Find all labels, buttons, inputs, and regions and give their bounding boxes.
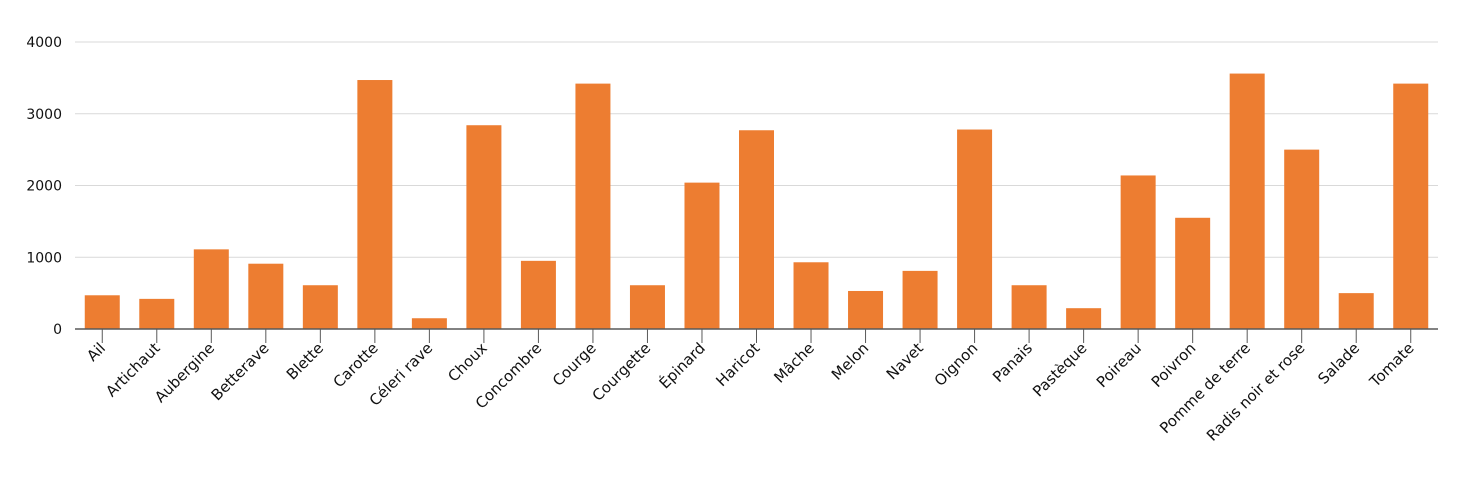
y-tick-label: 4000 bbox=[26, 35, 62, 51]
bar bbox=[684, 182, 720, 329]
bar bbox=[1011, 285, 1047, 329]
y-tick-label: 1000 bbox=[26, 250, 62, 266]
bar bbox=[739, 130, 774, 329]
bar bbox=[902, 270, 938, 329]
x-tick-label: Panais bbox=[989, 339, 1036, 386]
x-tick-label: Choux bbox=[444, 339, 490, 385]
bar bbox=[357, 80, 393, 329]
bar bbox=[848, 290, 884, 329]
x-tick-label: Haricot bbox=[712, 339, 763, 390]
bar bbox=[193, 249, 229, 329]
x-tick-label: Courge bbox=[549, 339, 600, 390]
x-tick-label: Poivron bbox=[1148, 339, 1200, 391]
y-tick-label: 2000 bbox=[26, 179, 62, 195]
bar bbox=[84, 295, 120, 329]
bar bbox=[1284, 149, 1320, 329]
bar bbox=[520, 260, 556, 329]
y-tick-label: 3000 bbox=[26, 107, 62, 123]
x-tick-label: Salade bbox=[1314, 339, 1363, 388]
bar bbox=[575, 83, 611, 330]
bar bbox=[1175, 217, 1211, 329]
bar bbox=[1338, 293, 1374, 329]
y-tick-label: 0 bbox=[53, 322, 62, 338]
x-tick-label: Aubergine bbox=[151, 339, 218, 406]
x-tick-label: Poireau bbox=[1093, 339, 1145, 391]
x-tick-label: Tomate bbox=[1365, 339, 1417, 391]
bars bbox=[84, 73, 1429, 330]
bar bbox=[957, 129, 993, 329]
x-tick-label: Radis noir et rose bbox=[1203, 339, 1309, 445]
bar bbox=[248, 263, 284, 329]
x-tick-label: Carotte bbox=[330, 339, 382, 391]
x-tick-label: Betterave bbox=[208, 339, 273, 404]
bar bbox=[1229, 73, 1265, 329]
bar bbox=[793, 262, 829, 329]
y-axis-ticks: 0 1000 2000 3000 4000 bbox=[26, 35, 62, 338]
bar bbox=[466, 125, 502, 329]
x-tick-label: Oignon bbox=[931, 339, 982, 390]
x-tick-label: Pastèque bbox=[1029, 339, 1090, 400]
bar bbox=[139, 298, 175, 329]
bar bbox=[629, 285, 665, 329]
x-tick-label: Épinard bbox=[655, 338, 709, 392]
x-tick-label: Blette bbox=[283, 339, 327, 383]
bar bbox=[1393, 83, 1429, 330]
x-tick-label: Courgette bbox=[589, 339, 655, 405]
bar bbox=[302, 285, 338, 329]
bar bbox=[1120, 175, 1156, 329]
x-tick-label: Melon bbox=[828, 339, 873, 384]
x-tick-label: Mâche bbox=[770, 339, 817, 386]
x-tick-label: Ail bbox=[83, 339, 109, 365]
bar bbox=[1066, 308, 1102, 329]
x-tick-label: Navet bbox=[883, 339, 927, 383]
bar bbox=[411, 318, 447, 329]
